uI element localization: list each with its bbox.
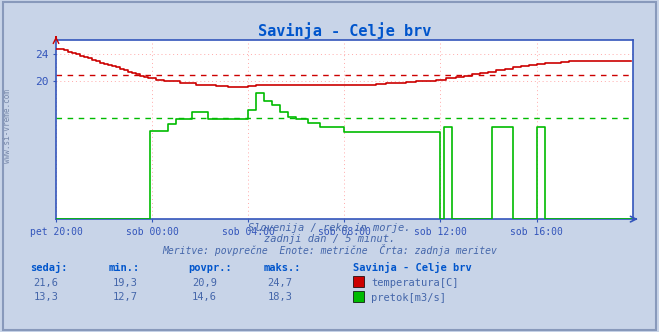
Text: 13,3: 13,3 <box>34 292 59 302</box>
Text: Savinja - Celje brv: Savinja - Celje brv <box>353 262 471 273</box>
Text: sedaj:: sedaj: <box>30 262 67 273</box>
Text: 20,9: 20,9 <box>192 278 217 288</box>
Text: maks.:: maks.: <box>264 263 301 273</box>
Text: 24,7: 24,7 <box>268 278 293 288</box>
Text: min.:: min.: <box>109 263 140 273</box>
Text: Slovenija / reke in morje.: Slovenija / reke in morje. <box>248 223 411 233</box>
Text: povpr.:: povpr.: <box>188 263 231 273</box>
Text: 19,3: 19,3 <box>113 278 138 288</box>
Text: 18,3: 18,3 <box>268 292 293 302</box>
Text: 12,7: 12,7 <box>113 292 138 302</box>
Text: 21,6: 21,6 <box>34 278 59 288</box>
Title: Savinja - Celje brv: Savinja - Celje brv <box>258 22 431 39</box>
Text: www.si-vreme.com: www.si-vreme.com <box>3 89 13 163</box>
Text: 14,6: 14,6 <box>192 292 217 302</box>
Text: pretok[m3/s]: pretok[m3/s] <box>371 293 446 303</box>
Text: temperatura[C]: temperatura[C] <box>371 278 459 288</box>
Text: Meritve: povprečne  Enote: metrične  Črta: zadnja meritev: Meritve: povprečne Enote: metrične Črta:… <box>162 244 497 256</box>
Text: zadnji dan / 5 minut.: zadnji dan / 5 minut. <box>264 234 395 244</box>
